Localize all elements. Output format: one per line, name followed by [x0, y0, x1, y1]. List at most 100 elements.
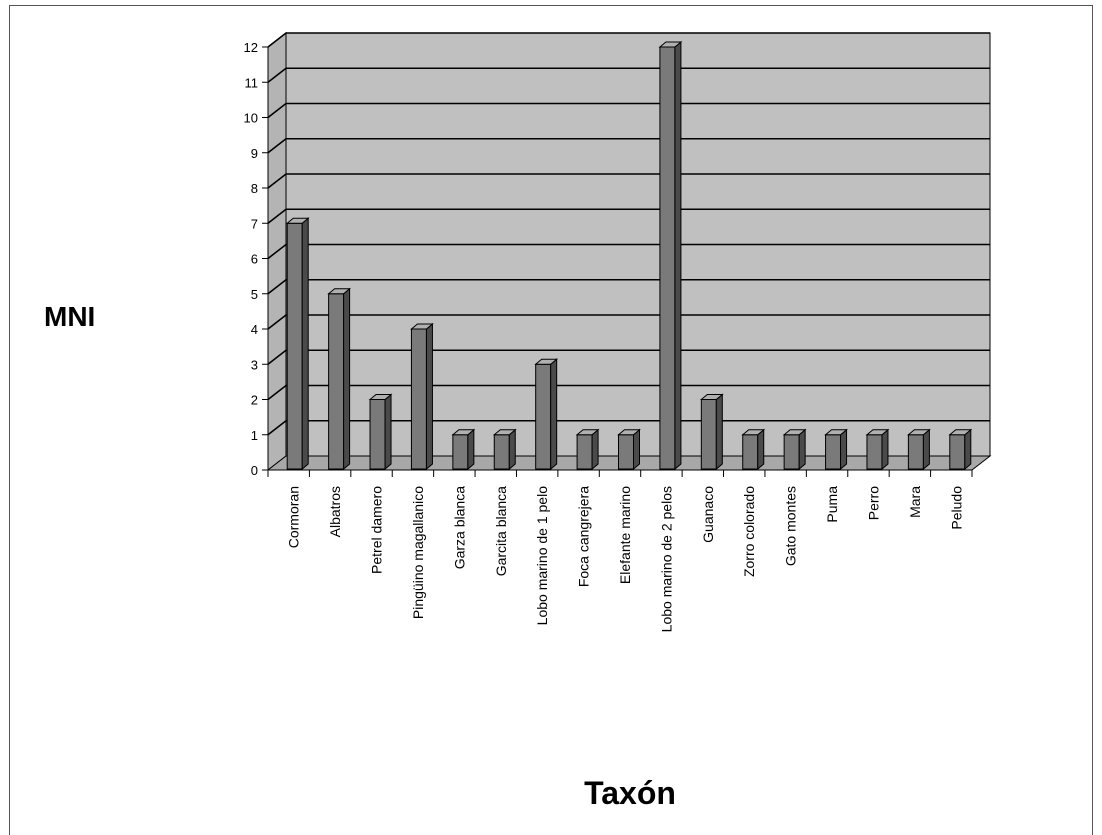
- gridline: [267, 419, 990, 436]
- bar-side: [343, 287, 351, 471]
- y-tick-label: 10: [244, 111, 258, 126]
- x-tick-label: Garza blanca: [451, 486, 467, 569]
- gridlines: [267, 32, 990, 436]
- bar-side: [798, 428, 806, 471]
- bar-top: [948, 429, 973, 436]
- gridline: [267, 278, 990, 295]
- x-tick-label: Pingüino magallanico: [410, 486, 426, 619]
- x-tick-label: Lobo marino de 1 pelo: [534, 486, 550, 626]
- bar: [865, 428, 890, 471]
- x-tick-label: Puma: [824, 486, 840, 523]
- bar: [741, 428, 766, 471]
- x-tick-label: Albatros: [327, 486, 343, 537]
- bar-top: [285, 217, 310, 224]
- bar-top: [699, 394, 724, 400]
- bar-front: [659, 46, 676, 470]
- x-tick-label: Guanaco: [700, 486, 716, 543]
- x-tick-label: Petrel damero: [369, 486, 385, 574]
- bar-front: [369, 399, 386, 470]
- bar-top: [534, 358, 559, 365]
- x-tick-label: Zorro colorado: [741, 486, 757, 577]
- bar-side: [425, 322, 433, 471]
- bar-top: [824, 429, 848, 436]
- bar: [948, 428, 973, 471]
- y-tick-label: 3: [251, 357, 258, 372]
- bar-top: [782, 429, 807, 436]
- gridline: [267, 384, 990, 401]
- bar: [368, 393, 393, 471]
- bar-front: [328, 293, 345, 470]
- gridline: [267, 173, 990, 189]
- bar: [327, 287, 351, 471]
- bar-top: [492, 429, 517, 436]
- x-tick-label: Cormoran: [286, 486, 302, 548]
- bar-front: [700, 399, 717, 470]
- bar-front: [907, 434, 924, 470]
- bar-front: [825, 434, 842, 470]
- bar: [492, 428, 517, 471]
- bar-front: [535, 363, 552, 470]
- y-tick-label: 11: [245, 75, 259, 90]
- gridline: [267, 349, 990, 365]
- bar-front: [493, 434, 510, 470]
- bar-top: [327, 288, 351, 295]
- bar-side: [715, 393, 723, 471]
- bar: [782, 428, 807, 471]
- bar-front: [866, 434, 883, 470]
- bar-side: [633, 428, 640, 471]
- bar-top: [617, 429, 641, 436]
- x-axis-label: Taxón: [584, 775, 676, 811]
- bar-top: [410, 323, 434, 330]
- gridline: [267, 67, 990, 83]
- bar-front: [742, 434, 759, 470]
- bar-side: [964, 428, 972, 471]
- bar: [658, 40, 683, 471]
- bar-front: [783, 434, 800, 470]
- bar-side: [467, 428, 475, 471]
- y-tick-label: 5: [251, 287, 258, 302]
- bar-side: [840, 428, 848, 471]
- gridline: [267, 243, 990, 260]
- bar-front: [452, 434, 469, 470]
- x-tick-label: Elefante marino: [617, 486, 633, 584]
- y-tick-label: 1: [251, 428, 258, 443]
- bar-side: [550, 358, 558, 471]
- y-axis-label: MNI: [44, 301, 95, 332]
- bar-side: [881, 428, 889, 471]
- bars: [285, 40, 973, 471]
- bar: [699, 393, 724, 471]
- x-tick-label: Garcita blanca: [493, 486, 509, 576]
- bar-side: [757, 428, 765, 471]
- y-tick-label: 4: [251, 322, 258, 337]
- bar-top: [658, 41, 683, 48]
- x-tick-label: Gato montes: [783, 486, 799, 566]
- bar: [410, 322, 434, 471]
- bar-side: [384, 393, 392, 471]
- y-tick-label: 12: [244, 40, 258, 55]
- chart-frame: 0 1 2 3 4 5 6 7 8 9 10 11 12 Cormoran Albatros Petrel …: [9, 5, 1093, 835]
- bar-top: [741, 429, 766, 436]
- x-tick-label: Lobo marino de 2 pelos: [658, 486, 674, 632]
- bar: [575, 428, 600, 471]
- bar-front: [576, 434, 593, 470]
- bar-front: [410, 328, 427, 470]
- gridline: [267, 102, 990, 119]
- axes: [262, 46, 973, 477]
- bar-side: [591, 428, 599, 471]
- bar-top: [368, 394, 393, 400]
- bar-top: [865, 429, 890, 436]
- bar-front: [286, 222, 303, 470]
- gridline: [267, 314, 990, 330]
- bar: [534, 358, 559, 471]
- bar-top: [451, 429, 476, 436]
- y-tick-label: 9: [251, 146, 258, 161]
- bar: [451, 428, 476, 471]
- y-tick-label: 0: [251, 463, 258, 478]
- bar-front: [949, 434, 966, 470]
- bar-top: [575, 429, 600, 436]
- bar: [824, 428, 848, 471]
- x-tick-label: Mara: [907, 486, 923, 518]
- bar-side: [508, 428, 516, 471]
